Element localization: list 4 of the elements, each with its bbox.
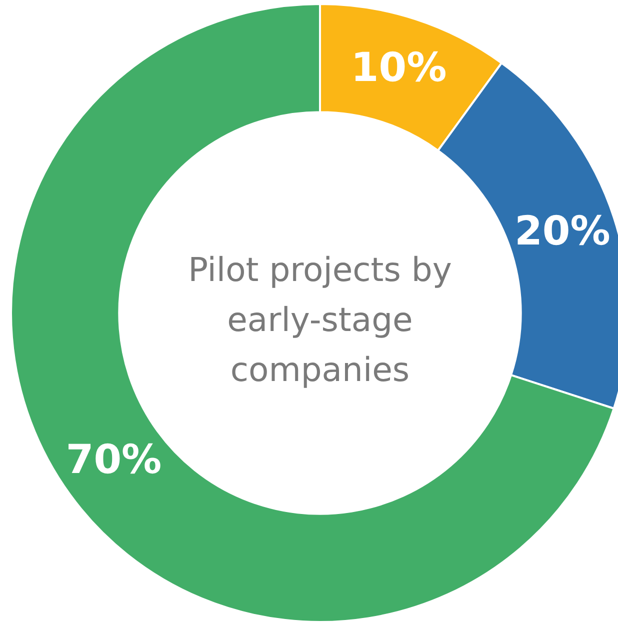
data-label: 20%: [514, 208, 610, 255]
data-label: 70%: [66, 437, 162, 484]
text: Pilot projects by early-stage companies: [187, 249, 453, 391]
data-label: 10%: [350, 44, 447, 91]
